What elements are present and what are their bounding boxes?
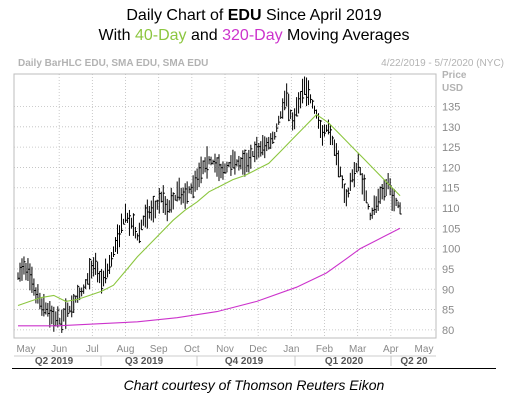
y-tick-label: 80 xyxy=(442,325,454,337)
y-tick-label: 135 xyxy=(442,101,460,113)
sma-320-day-line xyxy=(18,227,401,327)
x-quarter-label: Q3 2019 xyxy=(125,356,164,367)
title-suffix: Since April 2019 xyxy=(261,7,382,24)
x-month-label: Aug xyxy=(117,344,135,355)
y-axis-title-price: Price xyxy=(442,70,467,81)
title-ticker: EDU xyxy=(227,7,262,24)
sma-40-day-line xyxy=(17,113,401,307)
chart-header-left: Daily BarHLC EDU, SMA EDU, SMA EDU xyxy=(18,58,208,69)
title-line-1: Daily Chart of EDU Since April 2019 xyxy=(0,6,508,26)
subtitle-40-day: 40-Day xyxy=(134,27,187,44)
x-month-label: Sep xyxy=(150,344,168,355)
y-tick-label: 130 xyxy=(442,122,460,134)
subtitle-prefix: With xyxy=(98,27,135,44)
x-month-label: Feb xyxy=(316,344,334,355)
footer-divider xyxy=(12,368,496,369)
y-tick-label: 100 xyxy=(442,244,460,256)
title-prefix: Daily Chart of xyxy=(126,7,228,24)
x-quarter-label: Q1 2020 xyxy=(325,356,364,367)
y-tick-label: 125 xyxy=(442,142,460,154)
subtitle-middle: and xyxy=(186,27,223,44)
x-quarter-label: Q4 2019 xyxy=(225,356,264,367)
y-tick-label: 105 xyxy=(442,223,460,235)
x-month-label: Mar xyxy=(349,344,367,355)
y-tick-label: 85 xyxy=(442,305,454,317)
x-month-label: Nov xyxy=(216,344,234,355)
x-month-label: May xyxy=(415,344,434,355)
y-tick-label: 90 xyxy=(442,284,454,296)
x-month-label: Oct xyxy=(184,344,200,355)
x-quarter-label: Q2 2019 xyxy=(35,356,74,367)
chart-credit: Chart courtesy of Thomson Reuters Eikon xyxy=(123,377,385,393)
series-layer xyxy=(17,76,402,333)
y-tick-label: 120 xyxy=(442,162,460,174)
x-month-label: Jul xyxy=(86,344,99,355)
chart-title: Daily Chart of EDU Since April 2019 With… xyxy=(0,6,508,46)
x-month-label: Jan xyxy=(283,344,299,355)
subtitle-320-day: 320-Day xyxy=(222,27,283,44)
x-month-label: Apr xyxy=(383,344,399,355)
y-axis-title-usd: USD xyxy=(442,83,463,94)
y-tick-label: 115 xyxy=(442,183,460,195)
x-month-label: Jun xyxy=(51,344,67,355)
x-month-label: Dec xyxy=(249,344,267,355)
y-tick-label: 95 xyxy=(442,264,454,276)
y-axis: 80 85 90 95 100 105 110 115 120 125 130 135 Price USD xyxy=(442,70,467,337)
grid xyxy=(13,73,437,339)
y-tick-label: 110 xyxy=(442,203,460,215)
title-line-2: With 40-Day and 320-Day Moving Averages xyxy=(0,26,508,46)
x-axis: May Jun Jul Aug Sep Oct Nov Dec Jan Feb Mar Apr MayQ… xyxy=(14,344,436,367)
subtitle-suffix: Moving Averages xyxy=(282,27,410,44)
x-month-label: May xyxy=(17,344,36,355)
x-quarter-label: Q2 20 xyxy=(400,356,428,367)
chart-header-right: 4/22/2019 - 5/7/2020 (NYC) xyxy=(381,58,504,69)
